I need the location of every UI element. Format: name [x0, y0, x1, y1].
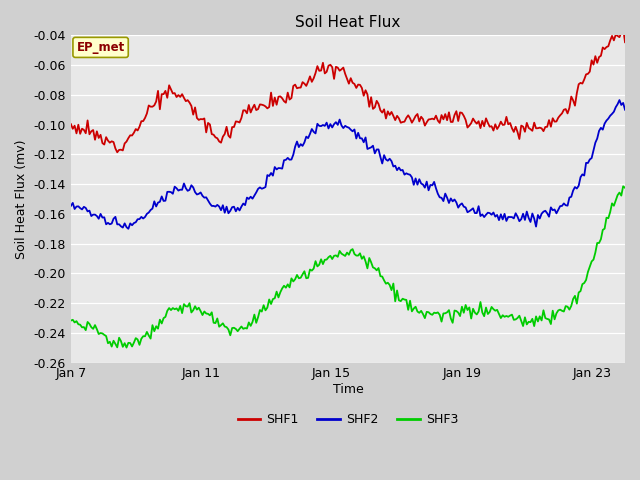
- Y-axis label: Soil Heat Flux (mv): Soil Heat Flux (mv): [15, 139, 28, 259]
- Legend: SHF1, SHF2, SHF3: SHF1, SHF2, SHF3: [232, 408, 463, 431]
- Text: EP_met: EP_met: [76, 41, 125, 54]
- Title: Soil Heat Flux: Soil Heat Flux: [295, 15, 401, 30]
- X-axis label: Time: Time: [333, 383, 364, 396]
